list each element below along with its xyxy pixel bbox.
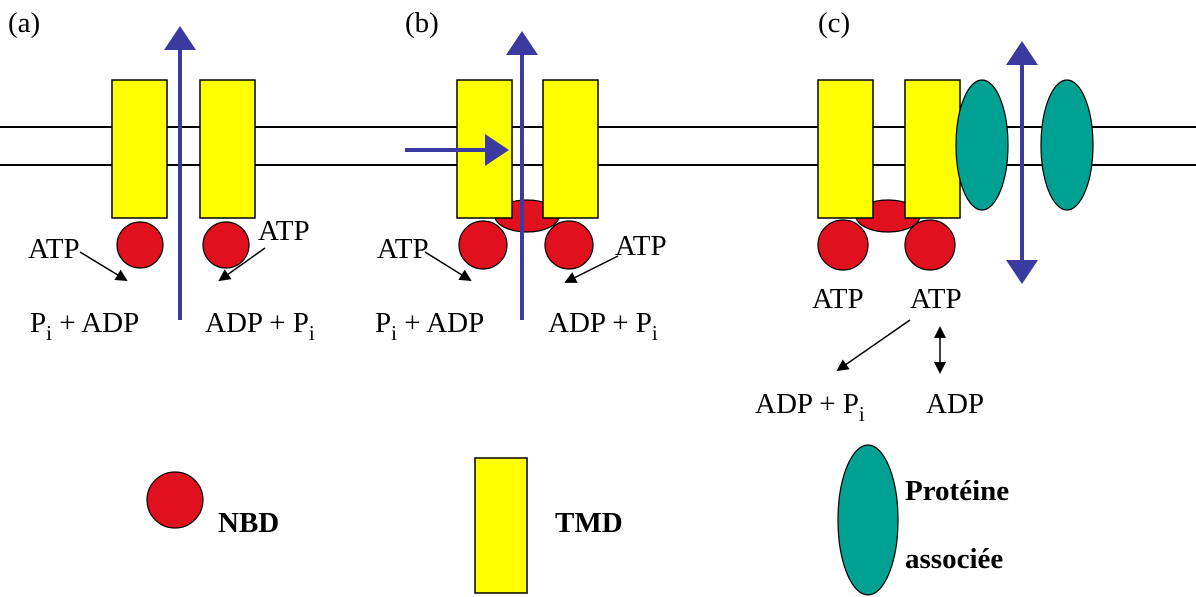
panel-b: (b) ATP ATP Pi + ADP ADP + Pi: [375, 7, 667, 345]
associated-protein: [956, 80, 1008, 210]
tmd: [112, 80, 167, 218]
reaction-arrow: [838, 320, 910, 370]
panel-label: (c): [818, 7, 850, 39]
tmd: [200, 80, 255, 218]
legend-protein: [838, 445, 898, 595]
legend-nbd: [147, 472, 203, 528]
legend-label: associée: [905, 543, 1003, 575]
panel-label: (b): [405, 7, 439, 39]
page: {"panels": [ {"label": "(a)", "atp_left"…: [0, 0, 1196, 597]
nbd: [818, 220, 868, 270]
legend-tmd: [475, 458, 527, 593]
atp: ATP: [615, 230, 667, 262]
tmd: [905, 80, 960, 218]
nbd: [545, 221, 593, 269]
tmd: [818, 80, 873, 218]
legend-label: TMD: [555, 507, 623, 539]
tmd: [543, 80, 598, 218]
legend-label: Protéine: [905, 475, 1009, 507]
panel-c: (c) ATP ATP ADP + Pi ADP: [755, 7, 1093, 426]
product: ADP + Pi: [205, 307, 315, 345]
legend-label: NBD: [218, 507, 279, 539]
associated-protein: [1041, 80, 1093, 210]
nbd: [203, 222, 249, 268]
atp: ATP: [377, 233, 429, 265]
nbd: [117, 222, 163, 268]
reaction-arrow: [80, 252, 126, 280]
atp: ATP: [812, 283, 864, 315]
product: ADP + Pi: [548, 307, 658, 345]
product: Pi + ADP: [30, 307, 139, 345]
body: (a) ATP ATP Pi + ADP ADP + Pi (b) ATP AT…: [0, 0, 1196, 597]
product: Pi + ADP: [375, 307, 484, 345]
panel-label: (a): [8, 7, 40, 39]
atp: ATP: [28, 233, 80, 265]
atp: ATP: [910, 283, 962, 315]
nbd: [905, 220, 955, 270]
product: ADP: [926, 388, 984, 420]
diagram: (a) ATP ATP Pi + ADP ADP + Pi (b) ATP AT…: [0, 0, 1196, 597]
legend: NBD TMD Protéine associée: [147, 445, 1009, 595]
nbd: [459, 221, 507, 269]
panel-a: (a) ATP ATP Pi + ADP ADP + Pi: [8, 7, 315, 345]
product: ADP + Pi: [755, 388, 865, 426]
atp: ATP: [258, 215, 310, 247]
